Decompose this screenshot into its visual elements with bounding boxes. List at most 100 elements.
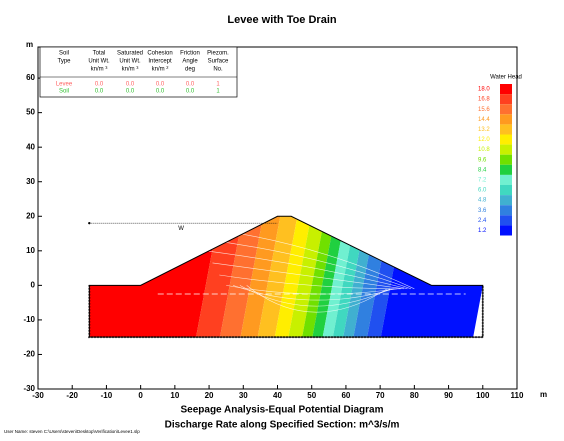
table-cell: Levee — [56, 82, 73, 88]
legend-swatch — [500, 195, 512, 206]
legend-label: 16.8 — [478, 97, 490, 103]
table-header: Cohesion — [147, 51, 172, 57]
x-axis-label: Seepage Analysis-Equal Potential Diagram — [180, 405, 383, 416]
y-tick-label: -30 — [23, 384, 35, 393]
legend-label: 6.0 — [478, 188, 487, 194]
table-header: Friction — [180, 51, 200, 57]
legend-label: 12.0 — [478, 137, 490, 143]
table-header: kn/m ³ — [91, 67, 108, 73]
flow-line — [212, 262, 405, 290]
legend-swatch — [500, 164, 512, 175]
y-unit: m — [26, 40, 33, 49]
water-label: W — [178, 226, 184, 232]
head-band — [89, 216, 220, 338]
flow-line — [205, 250, 408, 290]
table-header: kn/m ³ — [122, 67, 139, 73]
legend-swatch — [500, 94, 512, 105]
flow-line — [246, 285, 388, 313]
table-header: Angle — [182, 59, 198, 65]
x-tick-label: 10 — [170, 391, 179, 400]
table-header: Saturated — [117, 51, 143, 57]
table-cell: 0.0 — [156, 89, 165, 95]
head-band — [311, 216, 346, 338]
table-cell: 0.0 — [156, 82, 165, 88]
legend-label: 1.2 — [478, 228, 487, 234]
table-frame — [39, 46, 238, 98]
head-band — [256, 216, 299, 338]
table-header: Soil — [59, 51, 69, 57]
x-tick-label: -20 — [66, 391, 78, 400]
contour-fill — [89, 216, 483, 338]
legend-swatch — [500, 124, 512, 135]
legend-label: 15.6 — [478, 107, 490, 113]
table-header: Type — [57, 59, 71, 65]
legend-label: 14.4 — [478, 117, 490, 123]
legend-swatch — [500, 134, 512, 145]
legend-label: 3.6 — [478, 208, 487, 214]
x-tick-label: 110 — [511, 391, 524, 400]
legend-label: 7.2 — [478, 177, 487, 183]
x-tick-label: 60 — [341, 391, 350, 400]
drain-boundary — [88, 285, 484, 339]
y-tick-label: 20 — [26, 211, 35, 220]
legend-label: 2.4 — [478, 218, 487, 224]
y-tick-label: 0 — [31, 280, 36, 289]
table-cell: 1 — [216, 89, 220, 95]
legend-swatch — [500, 84, 512, 95]
head-band — [195, 216, 244, 338]
water-point — [88, 221, 91, 225]
legend-swatch — [500, 205, 512, 216]
x-tick-label: -30 — [32, 391, 44, 400]
x-unit: m — [540, 390, 547, 399]
legend-swatch — [500, 185, 512, 196]
legend-swatch — [500, 215, 512, 226]
table-cell: 0.0 — [126, 89, 135, 95]
footnote: User Name: steven C:\Users\steven\Deskto… — [4, 429, 140, 434]
legend-swatch — [500, 154, 512, 165]
head-band — [301, 216, 336, 338]
y-tick-label: -20 — [23, 350, 35, 359]
head-band — [274, 216, 312, 338]
chart-title: Levee with Toe Drain — [227, 14, 336, 26]
legend-label: 10.8 — [478, 147, 490, 153]
legend-swatch — [500, 104, 512, 115]
table-header: Total — [93, 51, 106, 57]
table-header: kn/m ² — [152, 67, 169, 73]
x-tick-label: 30 — [239, 391, 248, 400]
x-tick-label: 40 — [273, 391, 282, 400]
x-tick-label: 80 — [410, 391, 419, 400]
y-tick-label: -10 — [23, 315, 35, 324]
table-header: Unit Wt. — [119, 59, 141, 65]
legend-label: 13.2 — [478, 127, 490, 133]
y-tick-label: 40 — [26, 142, 35, 151]
legend-swatch — [500, 144, 512, 155]
table-header: Intercept — [148, 59, 172, 65]
table-header: No. — [213, 67, 223, 73]
legend-label: 8.4 — [478, 167, 487, 173]
table-header: Unit Wt. — [88, 59, 110, 65]
x-tick-label: 0 — [138, 391, 143, 400]
table-cell: 0.0 — [186, 82, 195, 88]
flow-line — [239, 285, 391, 307]
table-cell: 0.0 — [186, 89, 195, 95]
x-tick-label: 50 — [307, 391, 316, 400]
legend-swatch — [500, 114, 512, 125]
y-tick-label: 10 — [26, 246, 35, 255]
y-tick-label: 50 — [26, 108, 35, 117]
x-tick-label: -10 — [101, 391, 113, 400]
domain-outline — [88, 215, 484, 338]
legend-label: 18.0 — [478, 87, 490, 93]
table-cell: 1 — [216, 82, 220, 88]
table-cell: 0.0 — [95, 82, 104, 88]
legend-label: 9.6 — [478, 157, 487, 163]
y-tick-label: 60 — [26, 73, 35, 82]
table-header: Piezom. — [207, 51, 229, 57]
head-band — [239, 216, 281, 338]
legend-swatch — [500, 225, 512, 236]
table-cell: 0.0 — [95, 89, 104, 95]
y-tick-label: 30 — [26, 177, 35, 186]
subtitle: Discharge Rate along Specified Section: … — [165, 420, 400, 431]
legend-title: Water Head — [490, 75, 522, 81]
legend-label: 4.8 — [478, 198, 487, 204]
